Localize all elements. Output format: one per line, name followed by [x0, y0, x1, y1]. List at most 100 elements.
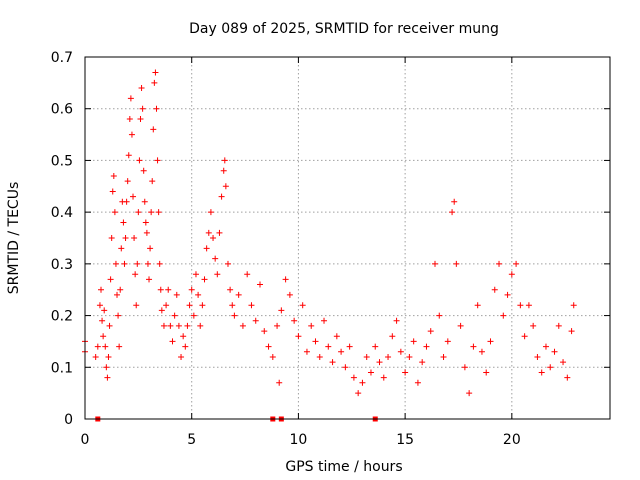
data-point — [127, 95, 134, 102]
data-point — [227, 286, 234, 293]
x-tick-label: 5 — [187, 432, 196, 448]
data-point — [154, 157, 161, 164]
data-point — [182, 343, 189, 350]
data-point — [222, 183, 229, 190]
data-point — [329, 359, 336, 366]
data-point — [173, 291, 180, 298]
data-point — [111, 209, 118, 216]
data-point — [244, 271, 251, 278]
data-point — [188, 286, 195, 293]
data-point — [235, 291, 242, 298]
data-point — [491, 286, 498, 293]
data-point — [474, 302, 481, 309]
data-point — [513, 260, 520, 267]
y-axis-label: SRMTID / TECUs — [6, 182, 22, 295]
data-point — [218, 193, 225, 200]
data-point — [148, 209, 155, 216]
data-point — [160, 322, 167, 329]
data-point — [101, 307, 108, 314]
data-point — [483, 369, 490, 376]
tick-labels: 0 0.1 0.2 0.3 0.4 0.5 0.6 0.7 0 5 10 15 20 — [51, 50, 521, 448]
data-point — [363, 353, 370, 360]
data-point — [125, 152, 132, 159]
data-point — [221, 157, 228, 164]
data-point — [205, 229, 212, 236]
data-point — [100, 333, 107, 340]
data-point — [144, 260, 151, 267]
data-point — [163, 302, 170, 309]
data-point — [570, 302, 577, 309]
data-point — [103, 364, 110, 371]
data-point — [126, 116, 133, 123]
data-point — [423, 343, 430, 350]
x-tick-label: 15 — [396, 432, 414, 448]
data-point — [496, 260, 503, 267]
data-point — [265, 343, 272, 350]
data-point — [389, 333, 396, 340]
data-point — [457, 322, 464, 329]
data-point — [192, 271, 199, 278]
x-tick-label: 0 — [81, 432, 90, 448]
data-point — [112, 260, 119, 267]
data-point — [261, 328, 268, 335]
data-point — [393, 317, 400, 324]
x-tick-label: 20 — [503, 432, 521, 448]
data-point — [504, 291, 511, 298]
data-point — [248, 302, 255, 309]
data-point — [291, 317, 298, 324]
data-point — [276, 379, 283, 386]
data-point — [153, 105, 160, 112]
data-point — [102, 343, 109, 350]
data-point — [252, 317, 259, 324]
data-point — [167, 322, 174, 329]
data-point — [564, 374, 571, 381]
data-point — [551, 348, 558, 355]
data-point — [150, 126, 157, 133]
data-point — [201, 276, 208, 283]
data-point — [118, 245, 125, 252]
data-point — [299, 302, 306, 309]
data-point — [197, 322, 204, 329]
data-point — [449, 209, 456, 216]
data-point — [224, 260, 231, 267]
data-point — [124, 178, 131, 185]
data-point — [530, 322, 537, 329]
data-point — [406, 353, 413, 360]
data-point — [105, 353, 112, 360]
data-point — [286, 291, 293, 298]
data-point — [444, 338, 451, 345]
data-point — [461, 364, 468, 371]
data-point — [157, 286, 164, 293]
data-point — [402, 369, 409, 376]
data-point — [169, 338, 176, 345]
data-point — [130, 193, 137, 200]
data-point — [142, 219, 149, 226]
data-point — [359, 379, 366, 386]
data-point — [295, 333, 302, 340]
data-point — [94, 343, 101, 350]
data-point — [195, 291, 202, 298]
data-point — [534, 353, 541, 360]
data-point — [171, 312, 178, 319]
data-point — [115, 312, 122, 319]
data-point — [92, 353, 99, 360]
data-point — [210, 235, 217, 241]
y-tick-label: 0.7 — [51, 50, 73, 66]
data-point — [99, 317, 106, 324]
data-point — [106, 322, 113, 329]
data-point — [500, 312, 507, 319]
plot-frame — [84, 56, 611, 420]
data-point — [109, 188, 116, 195]
data-point — [440, 353, 447, 360]
data-point — [122, 235, 129, 241]
data-point — [178, 353, 185, 360]
y-tick-label: 0.2 — [51, 309, 73, 325]
data-points — [82, 69, 577, 422]
data-point — [190, 312, 197, 319]
data-point — [229, 302, 236, 309]
data-point — [207, 209, 214, 216]
data-point — [419, 359, 426, 366]
data-point — [98, 286, 105, 293]
data-point — [133, 302, 140, 309]
